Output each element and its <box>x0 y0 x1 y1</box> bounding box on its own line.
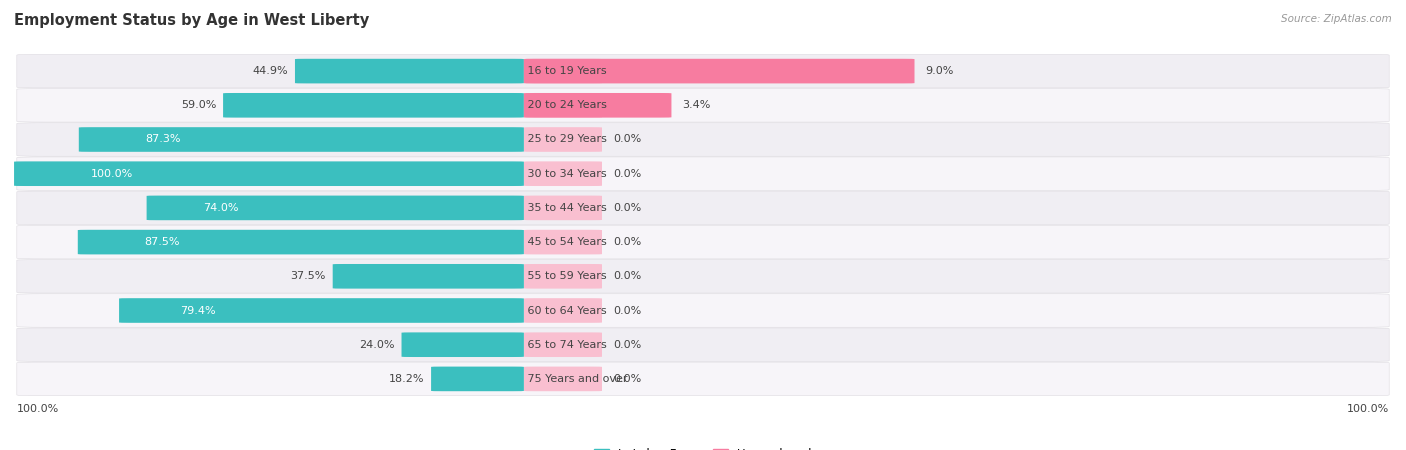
Text: 16 to 19 Years: 16 to 19 Years <box>524 66 610 76</box>
FancyBboxPatch shape <box>524 298 602 323</box>
FancyBboxPatch shape <box>295 59 524 83</box>
Legend: In Labor Force, Unemployed: In Labor Force, Unemployed <box>589 443 817 450</box>
FancyBboxPatch shape <box>17 362 1389 396</box>
FancyBboxPatch shape <box>17 123 1389 156</box>
Text: 100.0%: 100.0% <box>1347 404 1389 414</box>
Text: 20 to 24 Years: 20 to 24 Years <box>524 100 610 110</box>
FancyBboxPatch shape <box>17 191 1389 225</box>
Text: 74.0%: 74.0% <box>204 203 239 213</box>
FancyBboxPatch shape <box>524 230 602 254</box>
Text: 0.0%: 0.0% <box>613 374 641 384</box>
FancyBboxPatch shape <box>524 93 672 117</box>
FancyBboxPatch shape <box>77 230 524 254</box>
FancyBboxPatch shape <box>524 162 602 186</box>
FancyBboxPatch shape <box>146 196 524 220</box>
Text: 87.3%: 87.3% <box>146 135 181 144</box>
Text: 0.0%: 0.0% <box>613 340 641 350</box>
Text: 59.0%: 59.0% <box>181 100 217 110</box>
FancyBboxPatch shape <box>524 59 914 83</box>
Text: 24.0%: 24.0% <box>359 340 395 350</box>
FancyBboxPatch shape <box>524 367 602 391</box>
Text: 35 to 44 Years: 35 to 44 Years <box>524 203 610 213</box>
FancyBboxPatch shape <box>524 196 602 220</box>
Text: 44.9%: 44.9% <box>253 66 288 76</box>
Text: 100.0%: 100.0% <box>17 404 59 414</box>
FancyBboxPatch shape <box>333 264 524 288</box>
FancyBboxPatch shape <box>17 328 1389 361</box>
Text: 30 to 34 Years: 30 to 34 Years <box>524 169 610 179</box>
FancyBboxPatch shape <box>524 59 602 83</box>
Text: 0.0%: 0.0% <box>613 135 641 144</box>
FancyBboxPatch shape <box>524 264 602 288</box>
FancyBboxPatch shape <box>79 127 524 152</box>
Text: 9.0%: 9.0% <box>925 66 953 76</box>
Text: 18.2%: 18.2% <box>388 374 425 384</box>
Text: 3.4%: 3.4% <box>682 100 711 110</box>
Text: 37.5%: 37.5% <box>291 271 326 281</box>
Text: 60 to 64 Years: 60 to 64 Years <box>524 306 610 315</box>
FancyBboxPatch shape <box>14 162 524 186</box>
FancyBboxPatch shape <box>17 260 1389 293</box>
Text: 0.0%: 0.0% <box>613 306 641 315</box>
Text: Employment Status by Age in West Liberty: Employment Status by Age in West Liberty <box>14 14 370 28</box>
Text: 45 to 54 Years: 45 to 54 Years <box>524 237 610 247</box>
Text: 0.0%: 0.0% <box>613 271 641 281</box>
Text: 87.5%: 87.5% <box>145 237 180 247</box>
FancyBboxPatch shape <box>224 93 524 117</box>
Text: 75 Years and over: 75 Years and over <box>524 374 631 384</box>
FancyBboxPatch shape <box>524 127 602 152</box>
Text: 100.0%: 100.0% <box>90 169 132 179</box>
Text: 55 to 59 Years: 55 to 59 Years <box>524 271 610 281</box>
Text: 79.4%: 79.4% <box>180 306 215 315</box>
FancyBboxPatch shape <box>17 157 1389 190</box>
FancyBboxPatch shape <box>17 89 1389 122</box>
FancyBboxPatch shape <box>17 294 1389 327</box>
Text: Source: ZipAtlas.com: Source: ZipAtlas.com <box>1281 14 1392 23</box>
Text: 25 to 29 Years: 25 to 29 Years <box>524 135 610 144</box>
Text: 65 to 74 Years: 65 to 74 Years <box>524 340 610 350</box>
FancyBboxPatch shape <box>432 367 524 391</box>
FancyBboxPatch shape <box>524 333 602 357</box>
FancyBboxPatch shape <box>524 93 602 117</box>
FancyBboxPatch shape <box>17 54 1389 88</box>
FancyBboxPatch shape <box>17 225 1389 259</box>
FancyBboxPatch shape <box>402 333 524 357</box>
Text: 0.0%: 0.0% <box>613 169 641 179</box>
Text: 0.0%: 0.0% <box>613 203 641 213</box>
FancyBboxPatch shape <box>120 298 524 323</box>
Text: 0.0%: 0.0% <box>613 237 641 247</box>
